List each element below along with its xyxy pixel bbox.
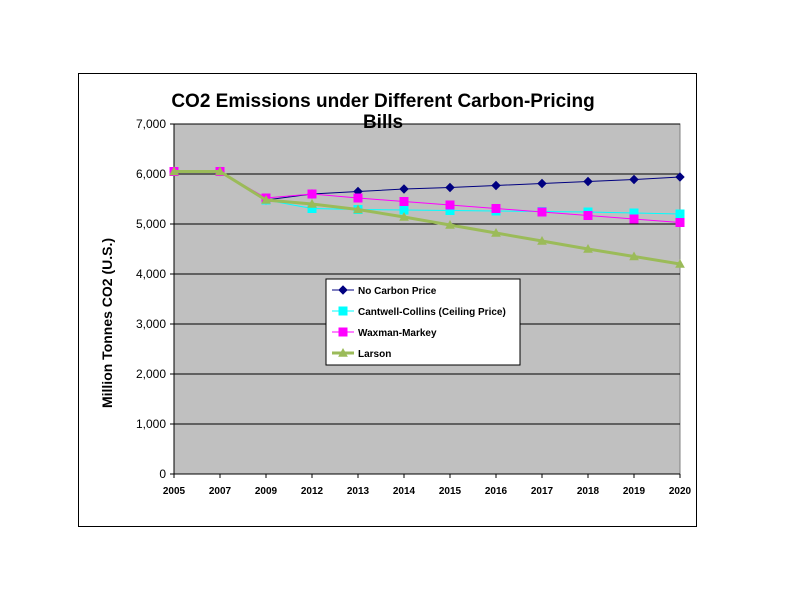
x-tick-label: 2017 — [531, 486, 554, 497]
data-point — [338, 327, 348, 337]
data-point — [629, 174, 639, 185]
x-tick-label: 2019 — [623, 486, 646, 497]
y-axis-label: Million Tonnes CO2 (U.S.) — [99, 238, 115, 408]
chart-title-line-2: Bills — [363, 112, 403, 133]
data-point — [629, 251, 639, 261]
y-tick-label: 1,000 — [136, 417, 166, 431]
data-point — [399, 197, 409, 206]
legend-label: Waxman-Markey — [358, 328, 437, 339]
data-point — [338, 285, 348, 295]
data-point — [583, 243, 593, 253]
data-point — [307, 189, 317, 199]
x-tick-label: 2014 — [393, 486, 416, 497]
x-tick-label: 2012 — [301, 486, 324, 497]
data-point — [675, 218, 685, 227]
series-lines — [169, 166, 685, 268]
series-line — [174, 170, 681, 266]
x-tick-label: 2015 — [439, 486, 462, 497]
y-tick-label: 6,000 — [136, 167, 166, 181]
data-point — [629, 214, 639, 224]
x-tick-label: 2009 — [255, 486, 278, 497]
data-point — [583, 176, 593, 187]
x-tick-label: 2005 — [163, 486, 186, 497]
y-tick-label: 3,000 — [136, 317, 166, 331]
gridlines — [170, 123, 681, 478]
data-point — [537, 207, 547, 217]
data-point — [399, 211, 409, 221]
x-tick-label: 2018 — [577, 486, 600, 497]
data-point — [353, 193, 363, 203]
data-point — [399, 184, 409, 194]
data-point — [537, 178, 547, 189]
data-point — [169, 166, 179, 176]
legend-item: Waxman-Markey — [332, 327, 437, 339]
data-point — [537, 235, 547, 245]
data-point — [675, 209, 685, 219]
x-tick-label: 2020 — [669, 486, 692, 497]
data-point — [491, 227, 501, 237]
legend-label: No Carbon Price — [358, 286, 437, 297]
y-tick-label: 0 — [159, 467, 166, 481]
data-point — [261, 194, 271, 204]
chart-title-line-1: CO2 Emissions under Different Carbon-Pri… — [171, 91, 594, 112]
x-tick-labels: 2005 2007 2009 2012 2013 2014 2015 2016 2017 2018… — [163, 486, 692, 497]
data-point — [445, 200, 455, 210]
y-tick-label: 5,000 — [136, 217, 166, 231]
data-point — [491, 180, 501, 191]
data-point — [215, 166, 225, 176]
data-point — [445, 182, 455, 193]
x-tick-label: 2013 — [347, 486, 370, 497]
data-point — [307, 198, 317, 208]
y-tick-label: 4,000 — [136, 267, 166, 281]
data-point — [675, 172, 685, 182]
series-larson — [169, 166, 685, 268]
legend-item: Cantwell-Collins (Ceiling Price) — [332, 306, 506, 318]
data-point — [675, 258, 685, 268]
x-tick-label: 2007 — [209, 486, 232, 497]
data-point — [338, 306, 348, 316]
legend-label: Larson — [358, 349, 391, 360]
x-tick-label: 2016 — [485, 486, 508, 497]
data-point — [491, 204, 501, 213]
legend: No Carbon Price Cantwell-Collins (Ceiling… — [325, 278, 521, 366]
legend-item: Larson — [332, 347, 391, 360]
legend-label: Cantwell-Collins (Ceiling Price) — [358, 307, 506, 318]
data-point — [338, 347, 348, 357]
legend-item: No Carbon Price — [332, 285, 437, 297]
y-tick-labels: 0 1,000 2,000 3,000 4,000 5,000 6,000 7,000 — [136, 117, 166, 481]
data-point — [583, 211, 593, 220]
legend-box — [325, 278, 521, 366]
data-point — [353, 204, 363, 214]
y-tick-label: 7,000 — [136, 117, 166, 131]
data-point — [445, 219, 455, 229]
y-tick-label: 2,000 — [136, 367, 166, 381]
